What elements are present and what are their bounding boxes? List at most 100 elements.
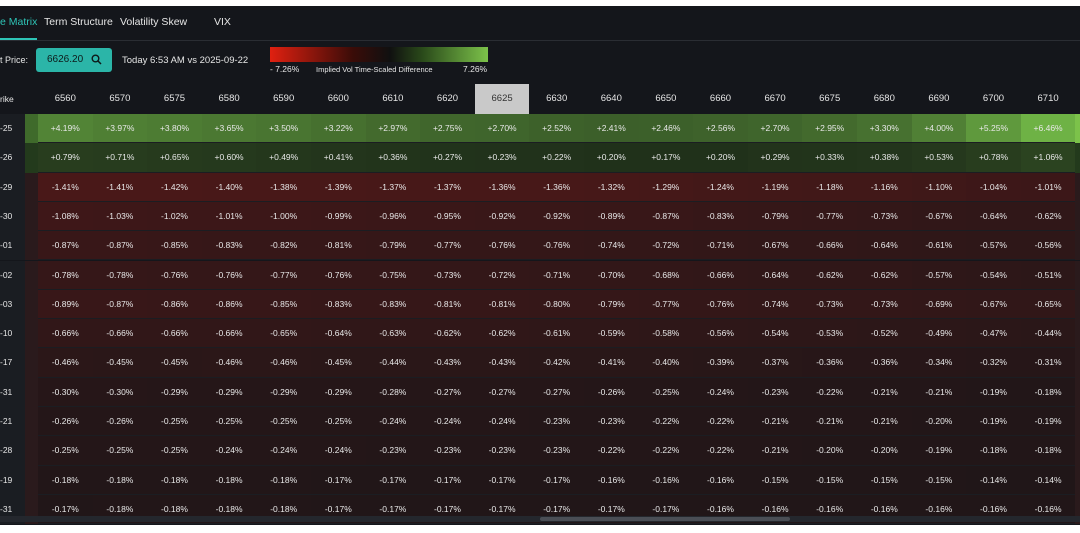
- matrix-cell: -0.24%: [201, 436, 257, 466]
- matrix-cell: -0.18%: [1020, 436, 1076, 466]
- matrix-cell: -0.15%: [747, 465, 803, 495]
- column-header[interactable]: 6670: [764, 93, 786, 104]
- scrollbar[interactable]: [0, 516, 1080, 522]
- matrix-cell: -0.75%: [365, 260, 421, 290]
- matrix-cell: -1.04%: [966, 172, 1021, 202]
- scale-min: - 7.26%: [270, 64, 300, 74]
- matrix-cell: -0.27%: [529, 377, 584, 407]
- matrix-cell: -0.18%: [201, 465, 257, 495]
- matrix-cell: -0.25%: [147, 436, 202, 466]
- column-header[interactable]: 6650: [655, 93, 677, 104]
- column-header[interactable]: 6690: [928, 93, 950, 104]
- matrix-cell: -1.02%: [147, 201, 202, 232]
- matrix-cell: +3.65%: [201, 114, 257, 144]
- tab[interactable]: Volatility Skew: [120, 16, 188, 28]
- matrix-cell: -0.83%: [693, 201, 748, 232]
- cell-edge: [1075, 289, 1080, 320]
- matrix-cell: -0.18%: [92, 465, 148, 495]
- price-button[interactable]: 6626.20: [36, 48, 112, 72]
- tab[interactable]: VIX: [214, 16, 231, 28]
- matrix-cell: -1.24%: [693, 172, 748, 202]
- cell-edge: [1075, 319, 1080, 349]
- matrix-cell: -0.29%: [201, 377, 257, 407]
- tab[interactable]: e Matrix: [0, 16, 38, 40]
- matrix-cell: -0.18%: [38, 465, 93, 495]
- matrix-cell: -0.77%: [802, 201, 857, 232]
- matrix-cell: -0.73%: [857, 289, 912, 320]
- matrix-cell: -0.76%: [311, 260, 366, 290]
- matrix-cell: +2.46%: [638, 114, 694, 144]
- matrix-cell: +5.25%: [966, 114, 1021, 144]
- matrix-cell: -0.17%: [420, 465, 475, 495]
- matrix-cell: -0.96%: [365, 201, 421, 232]
- column-header[interactable]: 6610: [382, 93, 404, 104]
- column-header[interactable]: 6710: [1037, 93, 1059, 104]
- matrix-cell: -0.70%: [584, 260, 639, 290]
- matrix-cell: -0.66%: [802, 231, 857, 261]
- matrix-cell: +2.52%: [529, 114, 584, 144]
- column-header[interactable]: 6675: [819, 93, 841, 104]
- matrix-cell: -0.20%: [802, 436, 857, 466]
- matrix-cell: +3.50%: [256, 114, 311, 144]
- row-label: -28: [0, 436, 25, 466]
- matrix-cell: +3.22%: [311, 114, 366, 144]
- column-header[interactable]: 6600: [327, 93, 349, 104]
- row-label: -31: [0, 377, 25, 407]
- matrix-cell: -0.74%: [747, 289, 803, 320]
- column-header[interactable]: 6630: [546, 93, 568, 104]
- matrix-cell: +0.78%: [966, 143, 1021, 173]
- column-header[interactable]: 6590: [273, 93, 295, 104]
- matrix-cell: -0.92%: [529, 201, 584, 232]
- matrix-cell: +0.22%: [529, 143, 584, 173]
- column-header[interactable]: 6575: [163, 93, 186, 104]
- column-header[interactable]: 6560: [54, 93, 76, 104]
- matrix-cell: -0.95%: [420, 201, 475, 232]
- column-header[interactable]: 6700: [982, 93, 1005, 104]
- matrix-cell: -0.76%: [147, 260, 202, 290]
- matrix-cell: -0.86%: [201, 289, 257, 320]
- column-header[interactable]: 6580: [218, 93, 240, 104]
- cell-edge: [1075, 436, 1080, 466]
- column-header[interactable]: 6660: [709, 93, 732, 104]
- matrix-cell: -0.53%: [802, 319, 857, 349]
- matrix-cell: -0.86%: [147, 289, 202, 320]
- cell-edge: [1075, 407, 1080, 437]
- row-label: -02: [0, 260, 25, 290]
- matrix-cell: +0.71%: [92, 143, 148, 173]
- matrix-cell: -0.43%: [420, 348, 475, 378]
- column-header[interactable]: 6625: [474, 84, 530, 114]
- matrix-cell: -0.57%: [911, 260, 967, 290]
- cell-edge: [25, 172, 38, 202]
- matrix-cell: -0.18%: [256, 465, 311, 495]
- matrix-cell: -0.14%: [1020, 465, 1076, 495]
- column-header[interactable]: 6570: [109, 93, 131, 104]
- matrix-cell: -0.22%: [693, 407, 748, 437]
- matrix-cell: -0.15%: [857, 465, 912, 495]
- column-header[interactable]: 6640: [600, 93, 622, 104]
- matrix-cell: -0.29%: [311, 377, 366, 407]
- matrix-cell: -0.87%: [92, 289, 148, 320]
- scale-title: Implied Vol Time-Scaled Difference: [316, 65, 433, 74]
- cell-edge: [1075, 172, 1080, 202]
- matrix-cell: -0.25%: [256, 407, 311, 437]
- matrix-cell: -0.18%: [1020, 377, 1076, 407]
- price-value: 6626.20: [47, 54, 84, 65]
- matrix-cell: -0.71%: [693, 231, 748, 261]
- scroll-thumb[interactable]: [540, 517, 790, 521]
- row-label: -26: [0, 143, 25, 173]
- matrix-cell: -0.78%: [92, 260, 148, 290]
- matrix-cell: -0.66%: [38, 319, 93, 349]
- matrix-cell: -0.66%: [92, 319, 148, 349]
- column-header[interactable]: 6680: [873, 93, 895, 104]
- tab[interactable]: Term Structure: [44, 16, 113, 28]
- cell-edge: [1075, 494, 1080, 525]
- matrix-cell: -0.46%: [38, 348, 93, 378]
- column-header[interactable]: 6620: [436, 93, 459, 104]
- cell-edge: [1075, 143, 1080, 173]
- scale-max: 7.26%: [463, 64, 488, 74]
- matrix-cell: -0.68%: [638, 260, 694, 290]
- cell-edge: [1075, 348, 1080, 378]
- matrix-cell: -0.25%: [92, 436, 148, 466]
- matrix-cell: -0.81%: [420, 289, 475, 320]
- matrix-cell: -0.32%: [966, 348, 1021, 378]
